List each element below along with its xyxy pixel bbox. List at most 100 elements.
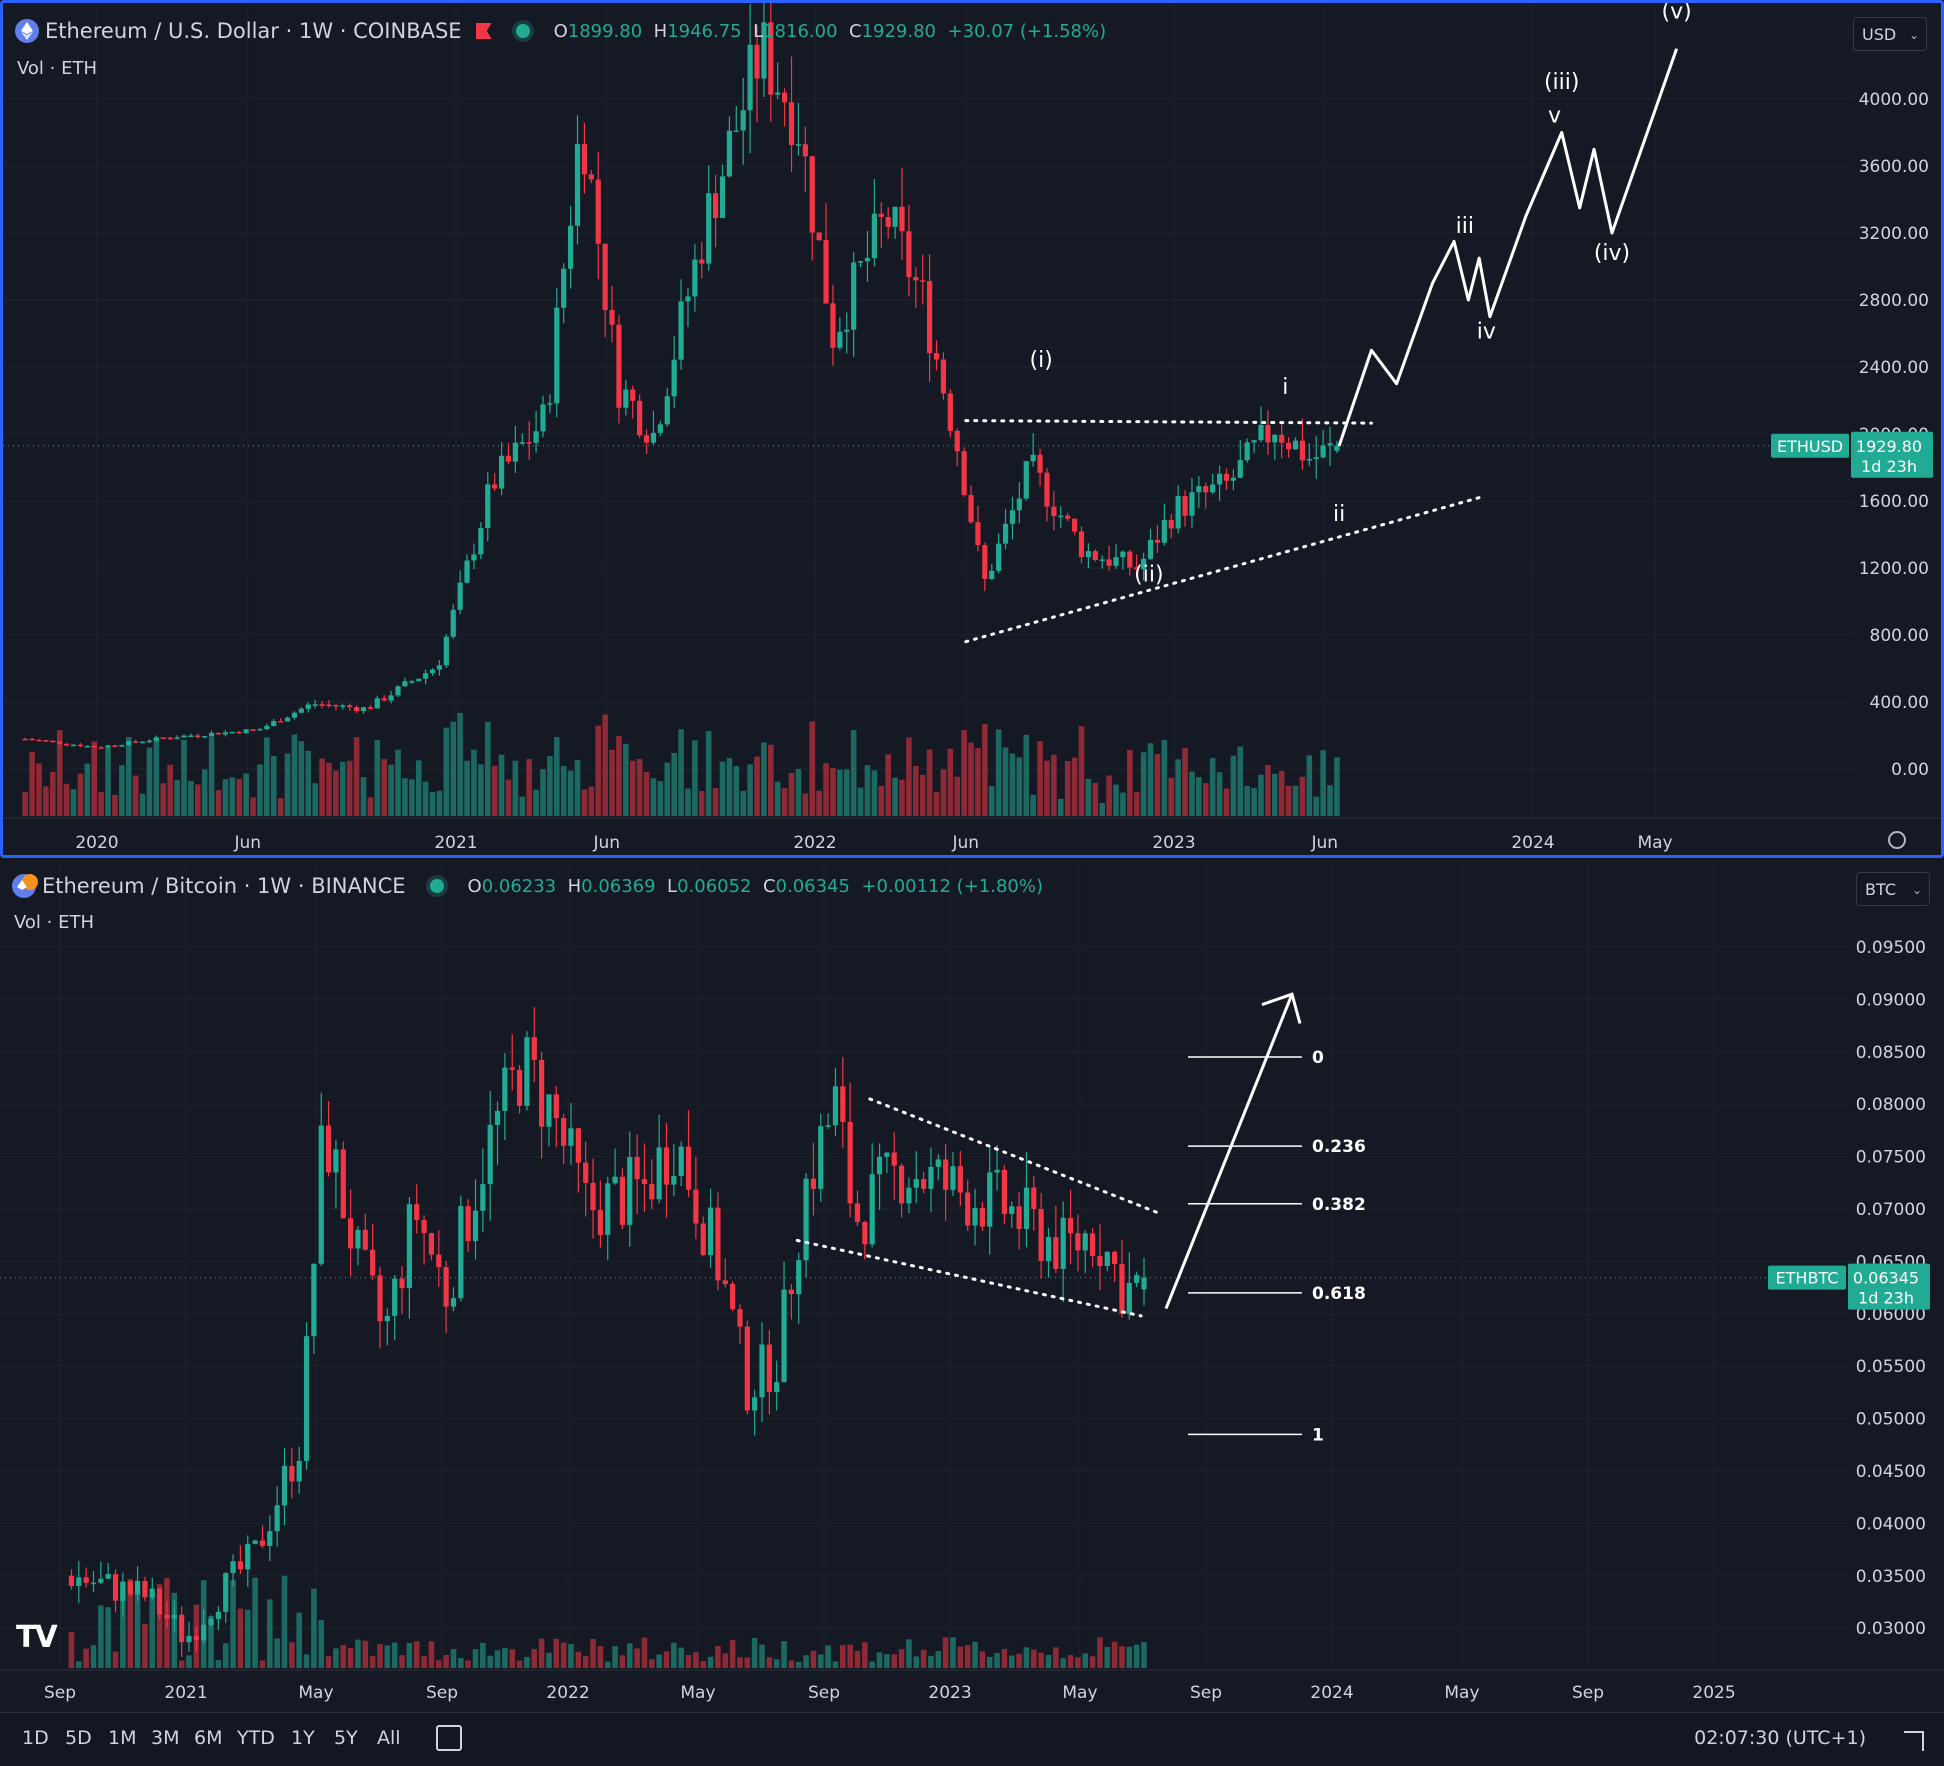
candle-body — [595, 179, 601, 244]
candle-body — [498, 455, 505, 489]
volume-bar — [588, 786, 595, 816]
candle-body — [920, 280, 926, 282]
candle-body — [685, 296, 691, 302]
volume-bar — [568, 1644, 574, 1668]
x-tick-label: 2021 — [434, 833, 477, 853]
volume-bar — [443, 727, 450, 816]
symbol-title[interactable]: Ethereum / U.S. Dollar · 1W · COINBASE — [45, 19, 462, 43]
candle-body — [766, 1344, 772, 1393]
candle-body — [1051, 506, 1057, 517]
volume-bar — [132, 775, 139, 816]
volume-bar — [156, 1584, 163, 1668]
volume-bar — [1016, 757, 1023, 816]
y-tick-label: 2800.00 — [1859, 291, 1929, 311]
fib-level-label: 1 — [1312, 1425, 1324, 1445]
clock[interactable]: 02:07:30 (UTC+1) — [1694, 1727, 1866, 1749]
candle-body — [847, 1121, 853, 1204]
candle-body — [1112, 1251, 1118, 1265]
volume-bar — [391, 1642, 398, 1668]
volume-bar — [636, 759, 643, 816]
candle-body — [305, 704, 311, 709]
volume-bar — [733, 766, 740, 816]
symbol-tag-label: ETHBTC — [1776, 1269, 1839, 1288]
settings-gear-icon[interactable] — [1888, 831, 1906, 849]
ethbtc-pane[interactable]: 0.09500 0.09000 0.08500 0.08000 0.07500 0.070… — [0, 860, 1944, 1712]
volume-bar — [1044, 760, 1050, 816]
candle-body — [347, 705, 353, 708]
candle-body — [818, 1126, 824, 1189]
ethusd-chart[interactable]: 4000.003600.003200.002800.002400.002000.… — [3, 3, 1941, 855]
candle-body — [374, 698, 380, 709]
x-tick-label: Sep — [426, 1683, 458, 1703]
timeframe-5d[interactable]: 5D — [65, 1727, 92, 1749]
price-tag-value: 1929.80 — [1856, 437, 1922, 456]
candle-body — [1031, 1187, 1037, 1209]
candle-body — [1045, 1237, 1052, 1261]
volume-bar — [1154, 753, 1161, 816]
volume-label[interactable]: Vol · ETH — [17, 58, 97, 79]
timeframe-all[interactable]: All — [377, 1727, 401, 1749]
volume-bar — [1182, 747, 1188, 816]
ethbtc-chart[interactable]: 0.09500 0.09000 0.08500 0.08000 0.07500 0.070… — [0, 860, 1944, 1712]
candle-body — [257, 729, 263, 731]
volume-bar — [781, 788, 788, 816]
timeframe-6m[interactable]: 6M — [194, 1727, 223, 1749]
date-range-icon[interactable] — [436, 1725, 462, 1751]
symbol-tag — [1771, 433, 1849, 458]
volume-bar — [267, 1599, 273, 1668]
volume-bar — [560, 765, 567, 816]
candle-body — [303, 1336, 310, 1461]
timeframe-5y[interactable]: 5Y — [334, 1727, 358, 1749]
volume-bar — [671, 1642, 677, 1668]
candle-body — [76, 1577, 82, 1586]
volume-bar — [913, 1656, 920, 1668]
candle-body — [1154, 539, 1161, 543]
x-tick-label: May — [1637, 833, 1672, 853]
timeframe-3m[interactable]: 3M — [151, 1727, 180, 1749]
candle-body — [1141, 558, 1147, 570]
currency-select[interactable]: USD ⌄ — [1853, 17, 1927, 51]
currency-select[interactable]: BTC ⌄ — [1856, 872, 1930, 906]
volume-bar — [237, 1608, 244, 1668]
volume-bar — [164, 1577, 170, 1668]
volume-bar — [1133, 792, 1140, 816]
volume-bar — [604, 1661, 611, 1668]
candle-body — [1258, 424, 1264, 441]
volume-bar — [1045, 1654, 1052, 1668]
candle-body — [1210, 484, 1216, 493]
candle-body — [494, 1110, 501, 1125]
timeframe-1y[interactable]: 1Y — [291, 1727, 315, 1749]
candle-body — [649, 1183, 655, 1200]
timeframe-ytd[interactable]: YTD — [237, 1727, 275, 1749]
volume-bar — [105, 747, 111, 816]
volume-label[interactable]: Vol · ETH — [14, 912, 94, 933]
fullscreen-icon[interactable] — [1904, 1731, 1924, 1751]
candle-body — [972, 1207, 978, 1226]
candle-body — [105, 745, 111, 748]
x-tick-label: 2024 — [1310, 1683, 1353, 1703]
volume-bar — [712, 787, 719, 816]
volume-bar — [649, 1659, 655, 1668]
candle-body — [588, 174, 594, 180]
tradingview-logo[interactable]: 𝗧𝗩 — [16, 1620, 58, 1655]
ethusd-pane[interactable]: 4000.003600.003200.002800.002400.002000.… — [0, 0, 1944, 858]
volume-bar — [1258, 774, 1264, 816]
fib-level-label: 0.236 — [1312, 1137, 1366, 1157]
volume-bar — [1140, 752, 1147, 816]
timeframe-1d[interactable]: 1D — [22, 1727, 49, 1749]
volume-bar — [531, 1649, 538, 1668]
volume-bar — [940, 769, 947, 816]
resistance-line — [964, 419, 1373, 425]
candle-body — [943, 1159, 949, 1190]
y-tick-label: 0.06000 — [1856, 1305, 1926, 1325]
candle-body — [781, 1289, 787, 1383]
timeframe-1m[interactable]: 1M — [108, 1727, 137, 1749]
symbol-title[interactable]: Ethereum / Bitcoin · 1W · BINANCE — [42, 874, 406, 898]
volume-bar — [912, 765, 919, 816]
volume-bar — [142, 1623, 148, 1668]
volume-bar — [1265, 764, 1271, 816]
candle-body — [531, 1037, 537, 1060]
flag-icon[interactable] — [475, 23, 492, 39]
candle-body — [485, 484, 491, 529]
volume-bar — [333, 1648, 339, 1668]
